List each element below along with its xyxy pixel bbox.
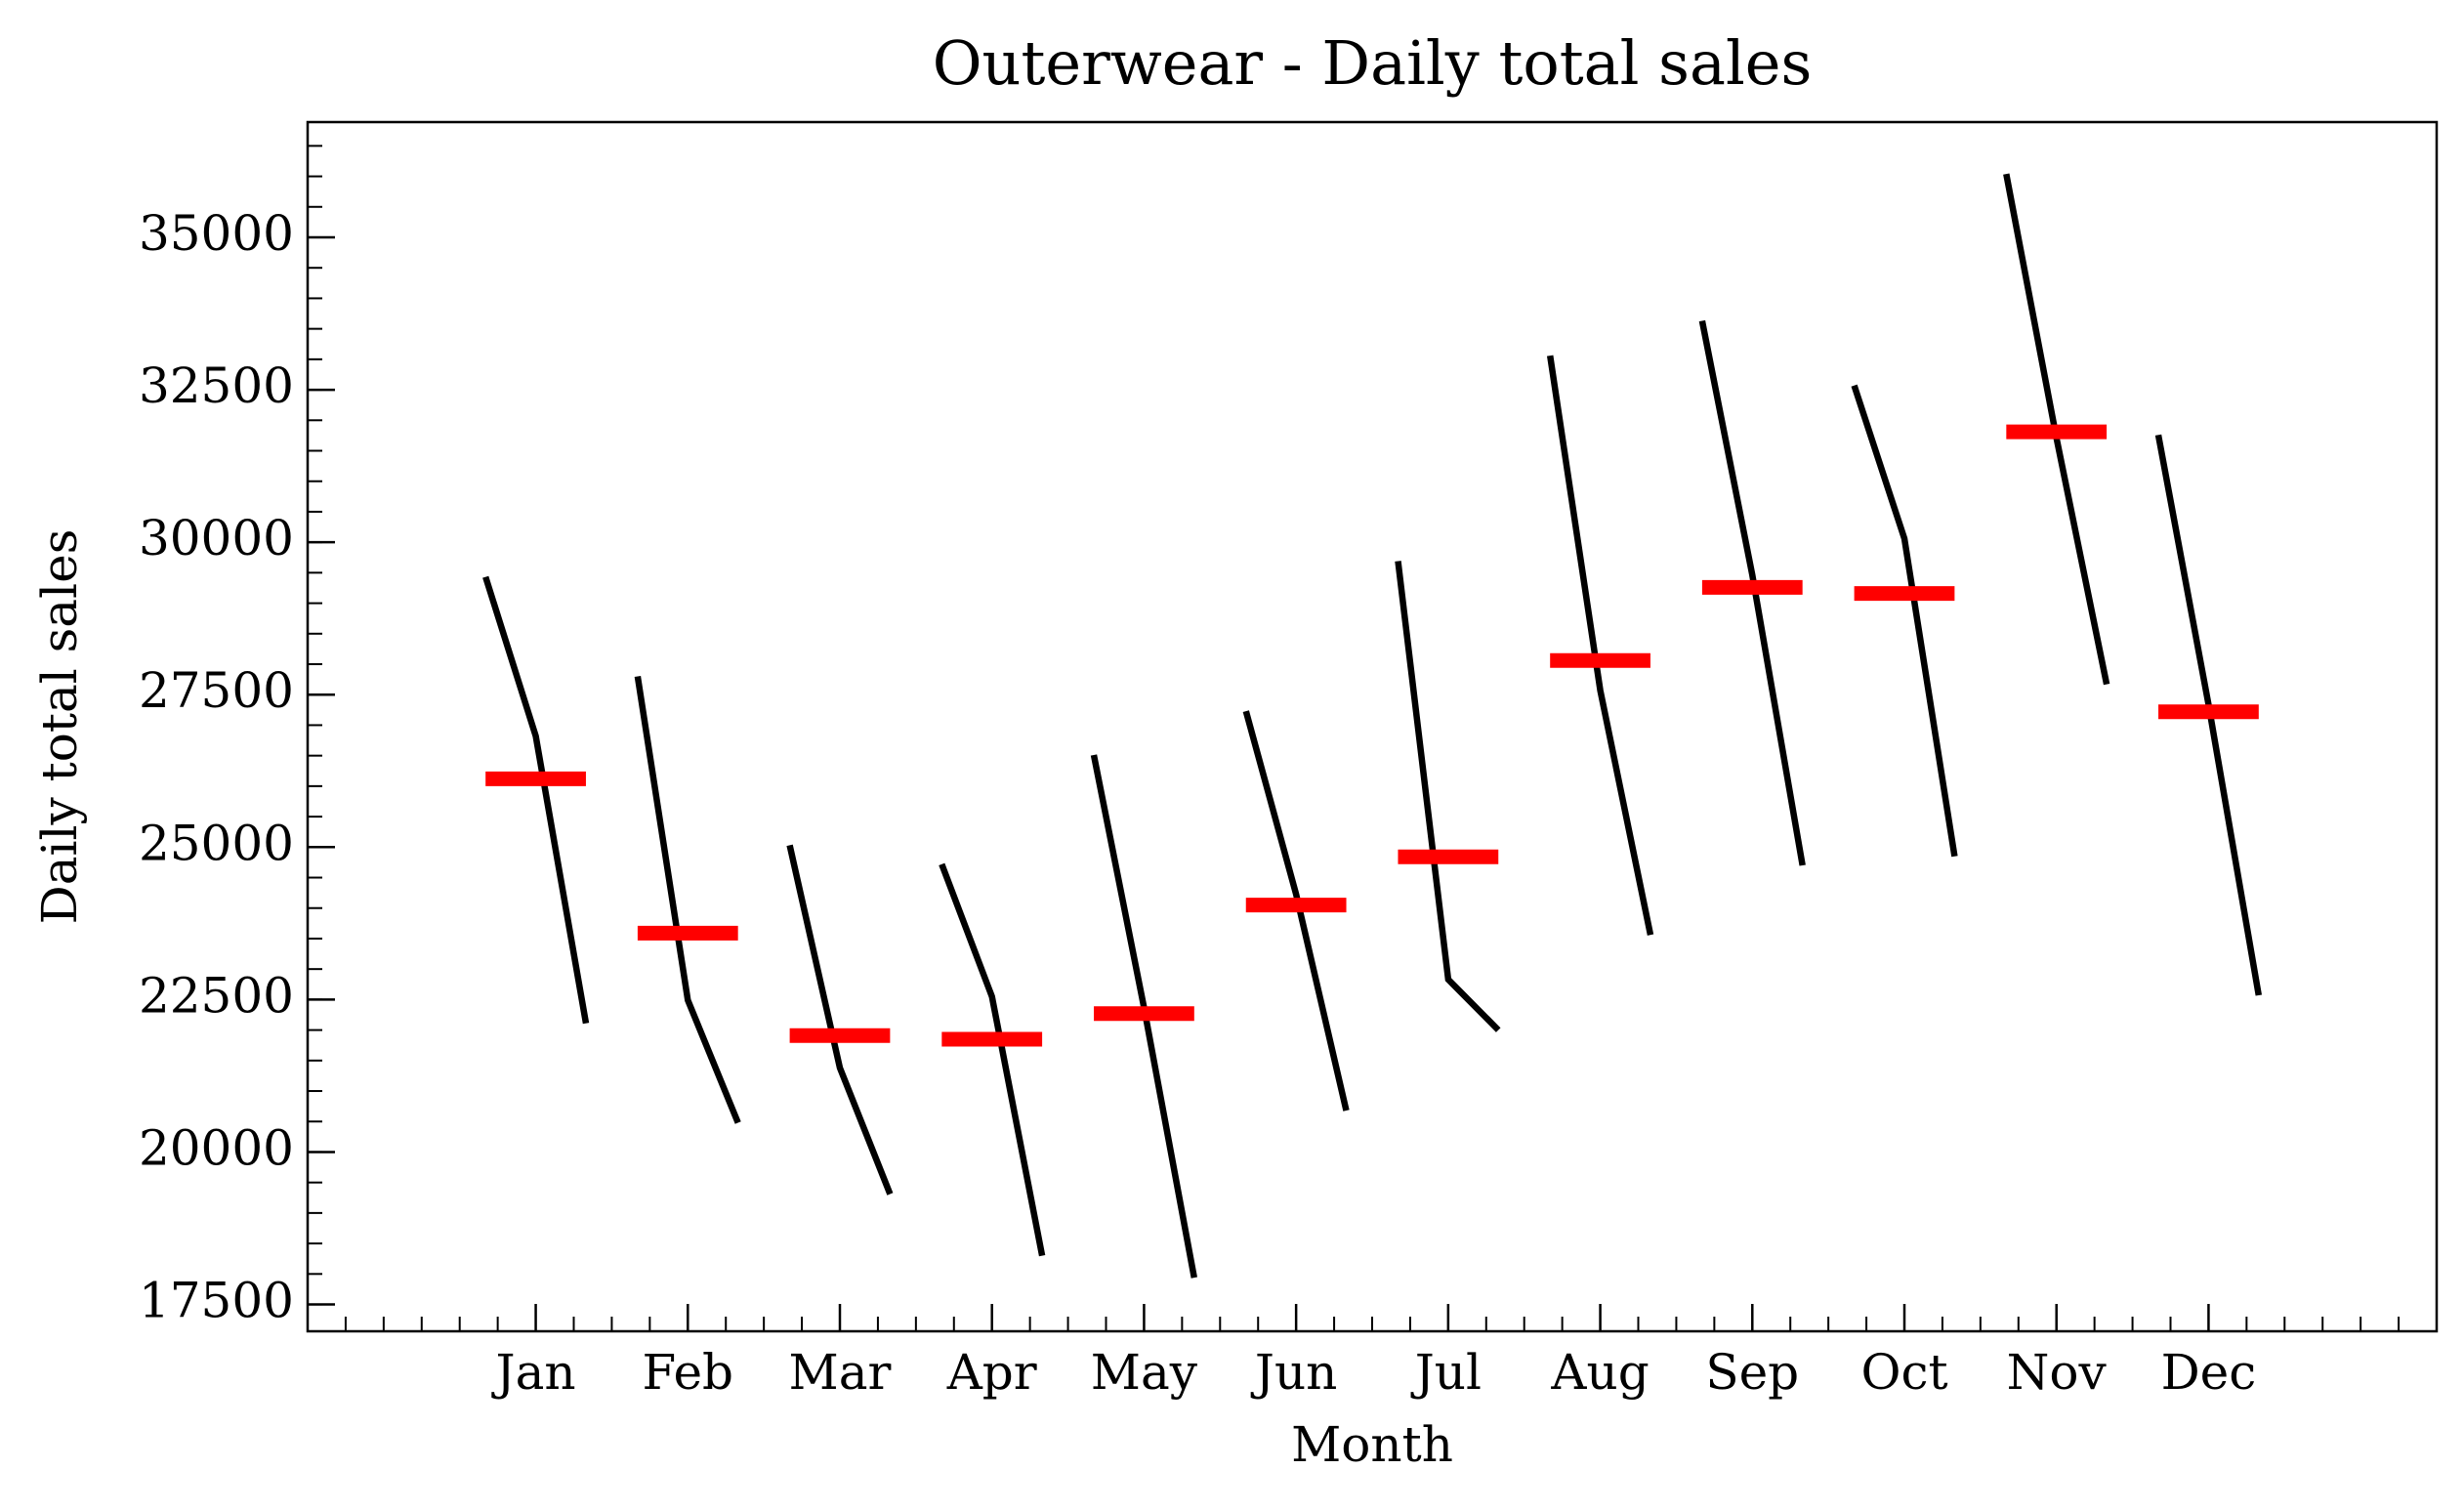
subseries-line: [634, 676, 741, 1124]
x-tick-label: Nov: [2007, 1344, 2108, 1401]
y-tick-label: 20000: [139, 1119, 294, 1176]
x-tick-label: Dec: [2161, 1344, 2257, 1401]
subseries-line: [482, 575, 590, 1025]
y-axis-label: Daily total sales: [31, 529, 88, 925]
x-tick-label: Feb: [643, 1344, 734, 1401]
subseries-line: [1851, 384, 1958, 858]
x-tick-label: Jan: [491, 1344, 576, 1401]
x-tick-label: Jul: [1410, 1344, 1482, 1401]
plot-frame: [306, 120, 2439, 1333]
subseries-line: [1242, 710, 1350, 1112]
subseries-line: [786, 844, 894, 1196]
y-tick-label: 27500: [139, 662, 294, 719]
subseries-line: [2154, 434, 2263, 996]
chart-title: Outerwear - Daily total sales: [933, 27, 1813, 99]
subseries-line: [939, 862, 1046, 1257]
x-tick-label: Oct: [1860, 1344, 1947, 1401]
subseries-line: [1395, 561, 1501, 1032]
y-tick-label: 17500: [139, 1273, 294, 1329]
x-tick-label: Mar: [789, 1344, 892, 1401]
x-tick-label: Aug: [1550, 1344, 1649, 1401]
x-tick-label: Jun: [1250, 1344, 1337, 1401]
subseries-line: [1546, 355, 1654, 936]
y-tick-label: 35000: [139, 205, 294, 262]
x-tick-label: May: [1091, 1344, 1198, 1401]
x-tick-label: Apr: [946, 1344, 1037, 1401]
y-tick-label: 32500: [139, 357, 294, 414]
y-tick-label: 25000: [139, 815, 294, 871]
x-tick-label: Sep: [1705, 1344, 1799, 1401]
y-tick-label: 30000: [139, 510, 294, 567]
y-tick-label: 22500: [139, 967, 294, 1024]
x-axis-label: Month: [1291, 1416, 1453, 1473]
subseries-line: [1698, 319, 1806, 866]
